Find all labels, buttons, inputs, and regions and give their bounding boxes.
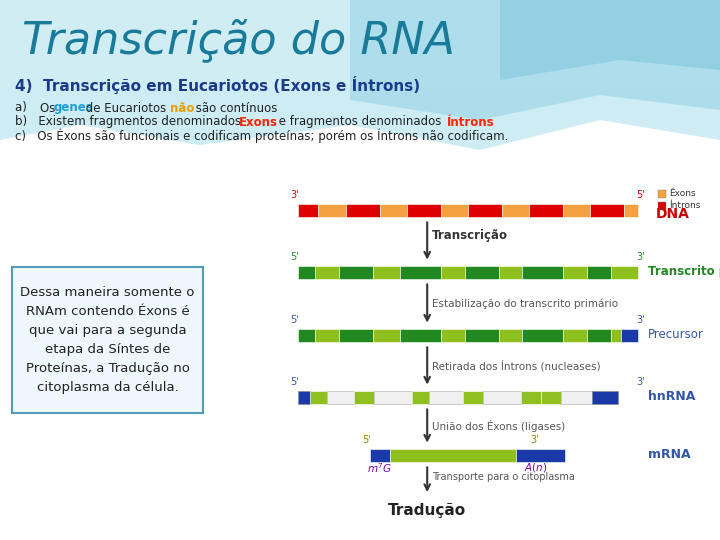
Bar (310, 390, 327, 403)
Bar (529, 204, 563, 217)
Bar (621, 328, 638, 341)
Bar (390, 449, 516, 462)
Bar (370, 449, 390, 462)
Text: 5': 5' (291, 252, 300, 262)
Bar (373, 266, 400, 279)
Bar (563, 204, 590, 217)
Bar (298, 328, 315, 341)
Text: $A(n)$: $A(n)$ (524, 462, 547, 475)
Bar (327, 390, 354, 403)
Text: Íntrons: Íntrons (447, 116, 495, 129)
Text: 5': 5' (363, 435, 372, 445)
Bar (483, 390, 521, 403)
Bar (298, 204, 318, 217)
Bar (315, 266, 339, 279)
Text: 4)  Transcrição em Eucariotos (Exons e Íntrons): 4) Transcrição em Eucariotos (Exons e Ín… (15, 76, 420, 94)
Bar (502, 204, 529, 217)
Text: 5': 5' (291, 377, 300, 387)
Text: b)   Existem fragmentos denominados: b) Existem fragmentos denominados (15, 116, 245, 129)
Bar (429, 390, 463, 403)
Text: 3': 3' (636, 377, 645, 387)
Bar (592, 390, 618, 403)
Bar (658, 190, 666, 198)
Bar (521, 390, 541, 403)
Text: $m^7G$: $m^7G$ (367, 461, 392, 475)
FancyBboxPatch shape (12, 267, 203, 413)
Bar (468, 204, 502, 217)
Text: Dessa maneira somente o
RNAm contendo Éxons é
que vai para a segunda
etapa da Sí: Dessa maneira somente o RNAm contendo Éx… (20, 286, 194, 394)
Polygon shape (500, 0, 720, 80)
Text: Os: Os (40, 102, 59, 114)
Bar (0, 0, 720, 90)
Text: Transcrição do RNA: Transcrição do RNA (22, 18, 455, 62)
Polygon shape (350, 0, 720, 120)
Text: são contínuos: são contínuos (192, 102, 277, 114)
Bar (611, 328, 621, 341)
Text: 3': 3' (636, 252, 645, 262)
Bar (298, 266, 315, 279)
Bar (441, 204, 468, 217)
Bar (407, 204, 441, 217)
Bar (412, 390, 429, 403)
Bar (315, 328, 339, 341)
Text: 3': 3' (531, 435, 539, 445)
Bar (562, 390, 592, 403)
Bar (498, 266, 523, 279)
Bar (339, 328, 373, 341)
Bar (587, 328, 611, 341)
Bar (354, 390, 374, 403)
Text: Retirada dos Íntrons (nucleases): Retirada dos Íntrons (nucleases) (432, 360, 600, 372)
Text: e fragmentos denominados: e fragmentos denominados (275, 116, 445, 129)
Bar (658, 202, 666, 210)
Bar (563, 266, 587, 279)
Bar (346, 204, 379, 217)
Text: Estabilização do transcrito primário: Estabilização do transcrito primário (432, 298, 618, 309)
Bar (463, 390, 483, 403)
Bar (523, 266, 563, 279)
Bar (379, 204, 407, 217)
Bar (339, 266, 373, 279)
Text: Exons: Exons (239, 116, 278, 129)
Bar (590, 204, 624, 217)
Text: 3': 3' (636, 315, 645, 325)
Text: Transcrição: Transcrição (432, 230, 508, 242)
Bar (441, 266, 464, 279)
Text: 3': 3' (291, 190, 300, 200)
Text: Transporte para o citoplasma: Transporte para o citoplasma (432, 472, 575, 482)
Text: Tradução: Tradução (388, 503, 467, 518)
Bar (400, 328, 441, 341)
Text: 5': 5' (636, 190, 645, 200)
Text: genes: genes (54, 102, 94, 114)
Bar (464, 266, 498, 279)
Bar (611, 266, 638, 279)
Polygon shape (0, 0, 720, 150)
Text: de Eucariotos: de Eucariotos (82, 102, 170, 114)
Text: União dos Éxons (ligases): União dos Éxons (ligases) (432, 420, 565, 432)
Bar (563, 328, 587, 341)
Text: 5': 5' (291, 315, 300, 325)
Bar (374, 390, 412, 403)
Text: mRNA: mRNA (648, 449, 690, 462)
Text: a): a) (15, 102, 38, 114)
Bar (441, 328, 464, 341)
Bar (400, 266, 441, 279)
Bar (516, 449, 565, 462)
Bar (498, 328, 523, 341)
Bar (541, 390, 562, 403)
Bar (624, 204, 638, 217)
Text: hnRNA: hnRNA (648, 390, 696, 403)
Text: Transcrito primário: Transcrito primário (648, 266, 720, 279)
Bar (373, 328, 400, 341)
Bar (298, 390, 310, 403)
Text: Éxons: Éxons (669, 190, 696, 199)
Text: Íntrons: Íntrons (669, 201, 701, 211)
Text: DNA: DNA (656, 207, 690, 221)
Bar (318, 204, 346, 217)
Bar (587, 266, 611, 279)
Text: c)   Os Éxons são funcionais e codificam proteínas; porém os Íntrons não codific: c) Os Éxons são funcionais e codificam p… (15, 129, 508, 143)
Bar (464, 328, 498, 341)
Text: não: não (170, 102, 194, 114)
Text: Precursor: Precursor (648, 328, 704, 341)
Bar (523, 328, 563, 341)
